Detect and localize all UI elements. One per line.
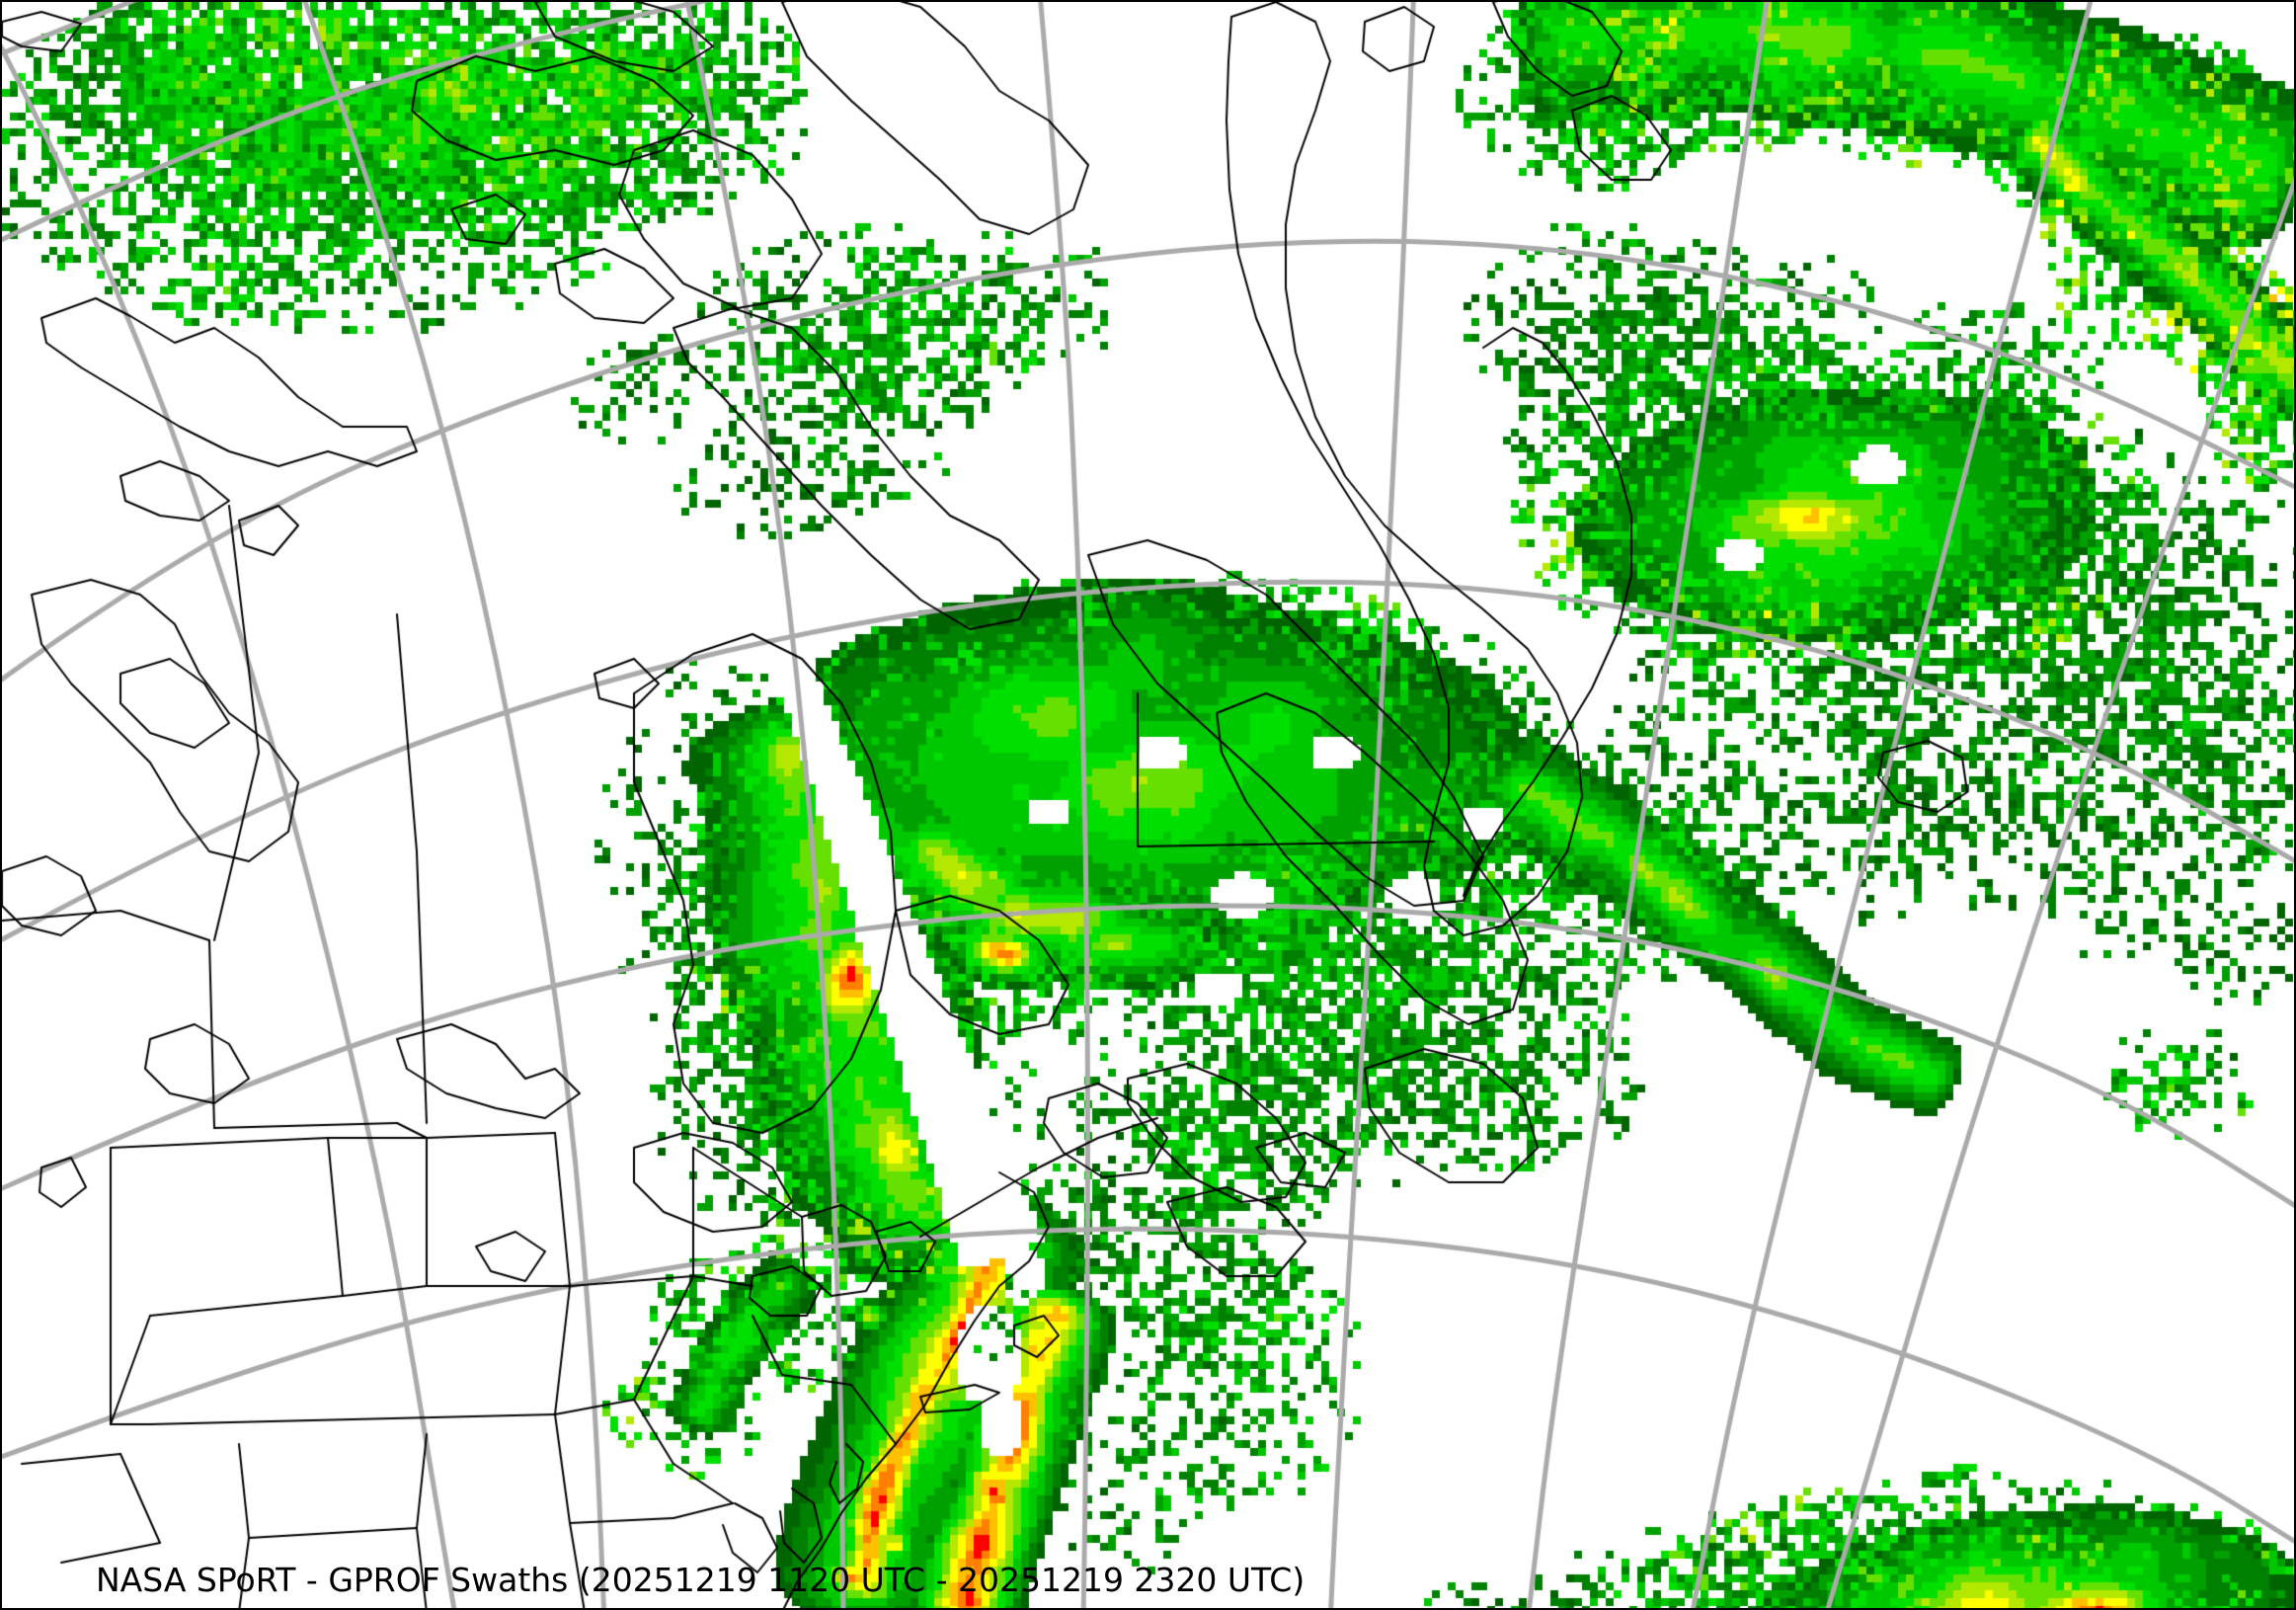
product-caption: NASA SPoRT - GPROF Swaths (20251219 1120… <box>96 1561 1306 1599</box>
